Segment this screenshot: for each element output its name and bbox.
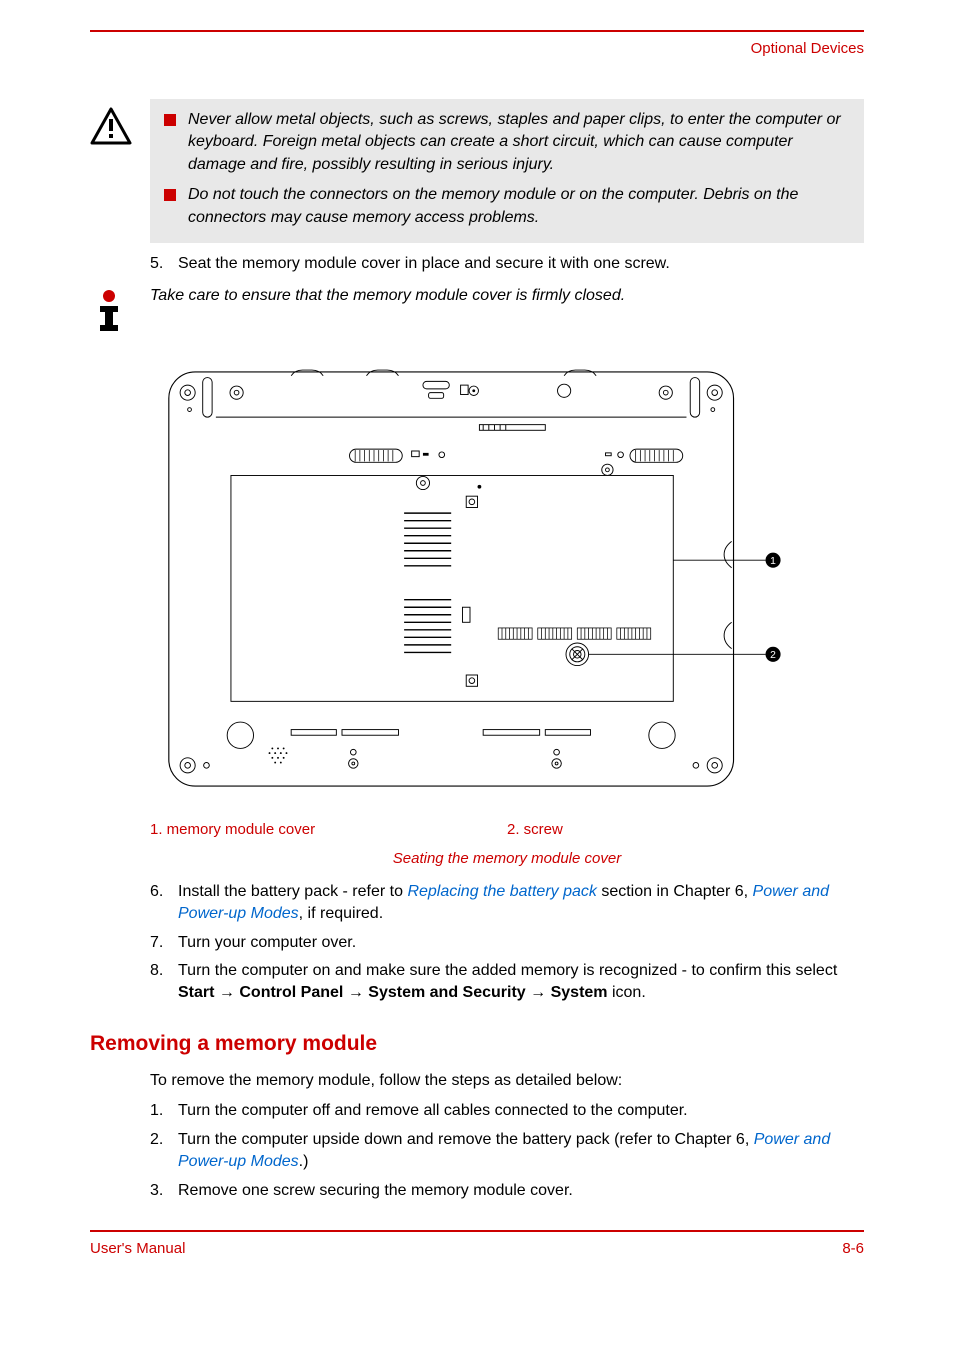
step-number: 6. [150, 881, 178, 903]
step-text: Turn your computer over. [178, 932, 864, 954]
arrow-icon: → [530, 984, 546, 1001]
ui-path-part: Control Panel [239, 984, 343, 1001]
step-text-part: icon. [608, 984, 646, 1001]
ui-path-part: System [551, 984, 608, 1001]
bullet-icon [164, 114, 176, 126]
header-rule [90, 30, 864, 32]
step-number: 1. [150, 1100, 178, 1122]
step-text: Seat the memory module cover in place an… [178, 253, 864, 275]
step-number: 3. [150, 1180, 178, 1202]
step-number: 2. [150, 1129, 178, 1151]
step-text-part: , if required. [299, 905, 383, 922]
ui-path-part: System and Security [368, 984, 525, 1001]
warning-icon [90, 99, 150, 152]
footer-rule [90, 1230, 864, 1232]
footer-left: User's Manual [90, 1238, 185, 1259]
step-text: Remove one screw securing the memory mod… [178, 1180, 864, 1202]
running-header: Optional Devices [90, 38, 864, 59]
warning-item: Do not touch the connectors on the memor… [188, 184, 850, 229]
svg-text:2: 2 [770, 650, 776, 661]
step-number: 8. [150, 960, 178, 982]
step-text-part: .) [299, 1153, 309, 1170]
step-number: 7. [150, 932, 178, 954]
step-text: Turn the computer off and remove all cab… [178, 1100, 864, 1122]
note-text: Take care to ensure that the memory modu… [150, 281, 864, 311]
figure-label-2: 2. screw [507, 819, 563, 840]
link-replacing-battery[interactable]: Replacing the battery pack [407, 883, 596, 900]
warning-item: Never allow metal objects, such as screw… [188, 109, 850, 176]
figure-laptop-bottom: 1 2 [150, 349, 864, 809]
section-heading: Removing a memory module [90, 1029, 864, 1058]
figure-caption: Seating the memory module cover [150, 848, 864, 869]
step-text-part: Turn the computer on and make sure the a… [178, 962, 837, 979]
section-intro: To remove the memory module, follow the … [150, 1070, 864, 1092]
arrow-icon: → [348, 984, 364, 1001]
bullet-icon [164, 189, 176, 201]
info-icon [90, 281, 150, 338]
step-text-part: section in Chapter 6, [597, 883, 753, 900]
footer-right: 8-6 [842, 1238, 864, 1259]
step-text: Turn the computer on and make sure the a… [178, 960, 864, 1005]
ui-path-part: Start [178, 984, 214, 1001]
arrow-icon: → [219, 984, 235, 1001]
step-text-part: Turn the computer upside down and remove… [178, 1131, 754, 1148]
step-text: Install the battery pack - refer to Repl… [178, 881, 864, 926]
step-text: Turn the computer upside down and remove… [178, 1129, 864, 1174]
note-callout: Take care to ensure that the memory modu… [90, 281, 864, 338]
warning-callout: Never allow metal objects, such as screw… [90, 99, 864, 243]
svg-text:1: 1 [770, 556, 776, 567]
step-number: 5. [150, 253, 178, 275]
figure-label-1: 1. memory module cover [150, 819, 507, 840]
step-text-part: Install the battery pack - refer to [178, 883, 407, 900]
